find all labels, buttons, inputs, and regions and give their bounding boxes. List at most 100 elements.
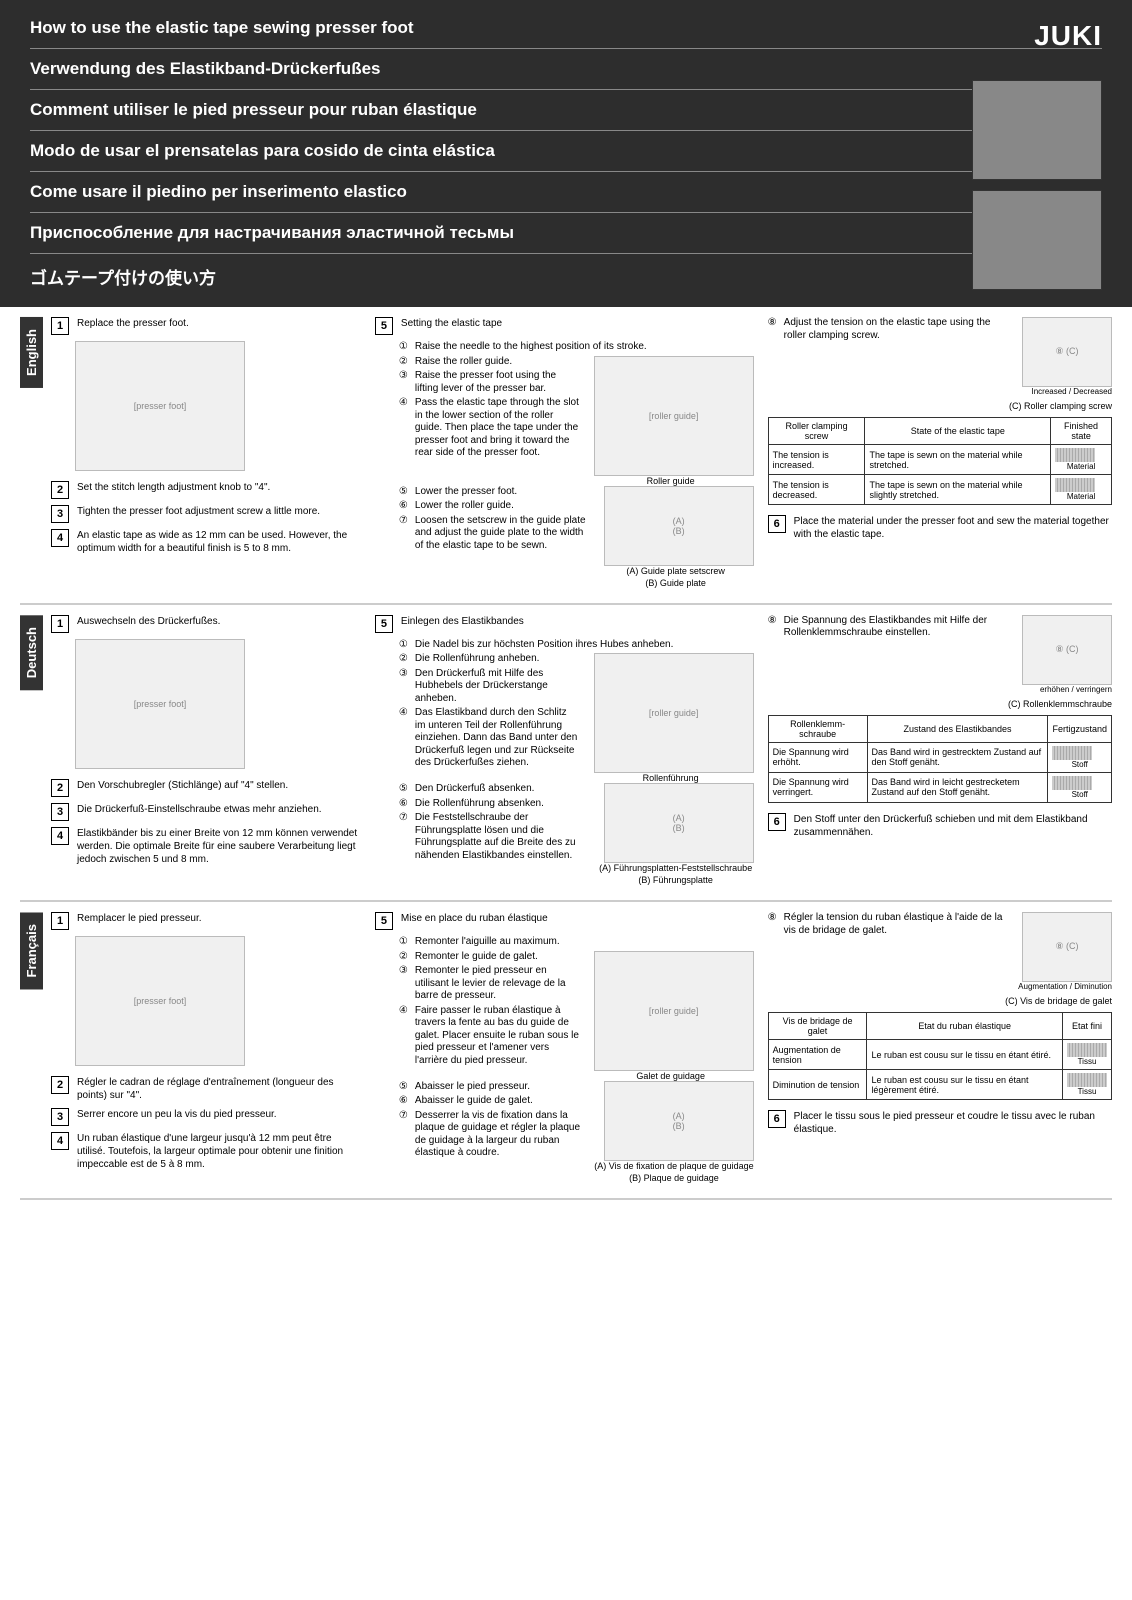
substep-text: Die Rollenführung anheben. <box>415 653 580 666</box>
presser-foot-diagram: [presser foot] <box>75 639 245 769</box>
title-es: Modo de usar el prensatelas para cosido … <box>30 131 1102 172</box>
roller-guide-diagram: [roller guide] <box>594 356 754 476</box>
caption-c: (C) Vis de bridage de galet <box>768 996 1112 1006</box>
title-it: Come usare il piedino per inserimento el… <box>30 172 1102 213</box>
lang-tab-de: Deutsch <box>20 615 43 690</box>
substep-text: Raise the roller guide. <box>415 356 580 369</box>
guide-plate-diagram: (A)(B) <box>604 1081 754 1161</box>
stepnum: 6 <box>768 515 786 533</box>
step5-title: Setting the elastic tape <box>401 317 754 330</box>
substep-num: ① <box>399 936 415 949</box>
stepnum: 4 <box>51 1132 69 1150</box>
title-ru: Приспособление для настрачивания эластич… <box>30 213 1102 254</box>
step2-text: Régler le cadran de réglage d'entraîneme… <box>77 1076 361 1102</box>
stepnum: 2 <box>51 779 69 797</box>
stepnum: 2 <box>51 481 69 499</box>
stepnum: 6 <box>768 1110 786 1128</box>
stepnum: 3 <box>51 505 69 523</box>
td: Stoff <box>1048 742 1112 772</box>
clamping-screw-diagram: ⑧ (C) <box>1022 615 1112 685</box>
tension-table: Roller clamping screwState of the elasti… <box>768 417 1112 505</box>
stepnum: 1 <box>51 615 69 633</box>
td: Material <box>1051 475 1112 505</box>
th2: Zustand des Elastikbandes <box>867 715 1048 742</box>
stepnum: 6 <box>768 813 786 831</box>
product-thumb-1 <box>972 80 1102 180</box>
td: Die Spannung wird erhöht. <box>768 742 867 772</box>
substep-text: Das Elastikband durch den Schlitz im unt… <box>415 707 580 770</box>
roller-guide-diagram: [roller guide] <box>594 951 754 1071</box>
step2-text: Den Vorschubregler (Stichlänge) auf "4" … <box>77 779 361 792</box>
stepnum: 4 <box>51 529 69 547</box>
clamping-screw-diagram: ⑧ (C) <box>1022 317 1112 387</box>
title-de: Verwendung des Elastikband-Drückerfußes <box>30 49 1102 90</box>
step1-text: Remplacer le pied presseur. <box>77 912 361 925</box>
th1: Vis de bridage de galet <box>768 1013 867 1040</box>
substep-text: Pass the elastic tape through the slot i… <box>415 397 580 460</box>
td: The tension is increased. <box>768 445 865 475</box>
step3-text: Tighten the presser foot adjustment scre… <box>77 505 361 518</box>
presser-foot-diagram: [presser foot] <box>75 341 245 471</box>
substep-text: Abaisser le guide de galet. <box>415 1095 586 1108</box>
th1: Rollenklemm-schraube <box>768 715 867 742</box>
substep-text: Desserrer la vis de fixation dans la pla… <box>415 1110 586 1160</box>
substep-num: ⑧ <box>768 912 784 925</box>
substep-text: Den Drückerfuß absenken. <box>415 783 590 796</box>
substep-text: Remonter l'aiguille au maximum. <box>415 936 754 949</box>
step6-text: Place the material under the presser foo… <box>794 515 1112 541</box>
section-de: Deutsch 1 Auswechseln des Drückerfußes. [… <box>20 615 1112 903</box>
product-thumb-2 <box>972 190 1102 290</box>
substep-text: Raise the needle to the highest position… <box>415 341 754 354</box>
brand-logo: JUKI <box>1034 20 1102 52</box>
th3: Fertigzustand <box>1048 715 1112 742</box>
presser-foot-diagram: [presser foot] <box>75 936 245 1066</box>
substep-text: Raise the presser foot using the lifting… <box>415 370 580 395</box>
stepnum: 1 <box>51 317 69 335</box>
roller-guide-diagram: [roller guide] <box>594 653 754 773</box>
caption-b: (B) Führungsplatte <box>598 875 754 885</box>
substep-text: Den Drückerfuß mit Hilfe des Hubhebels d… <box>415 668 580 706</box>
clamping-screw-diagram: ⑧ (C) <box>1022 912 1112 982</box>
stepnum: 5 <box>375 912 393 930</box>
caption-c: (C) Rollenklemmschraube <box>768 699 1112 709</box>
td: Das Band wird in gestrecktem Zustand auf… <box>867 742 1048 772</box>
step8-text: Régler la tension du ruban élastique à l… <box>784 912 1010 937</box>
guide-plate-diagram: (A)(B) <box>604 783 754 863</box>
substep-num: ① <box>399 639 415 652</box>
substep-text: Faire passer le ruban élastique à traver… <box>415 1005 580 1068</box>
stepnum: 3 <box>51 1108 69 1126</box>
td: Le ruban est cousu sur le tissu en étant… <box>867 1040 1063 1070</box>
title-ja: ゴムテープ付けの使い方 <box>30 254 1102 299</box>
td: Die Spannung wird verringert. <box>768 772 867 802</box>
th3: Finished state <box>1051 418 1112 445</box>
td: Stoff <box>1048 772 1112 802</box>
stepnum: 1 <box>51 912 69 930</box>
step3-text: Serrer encore un peu la vis du pied pres… <box>77 1108 361 1121</box>
substep-text: Remonter le pied presseur en utilisant l… <box>415 965 580 1003</box>
step8-text: Die Spannung des Elastikbandes mit Hilfe… <box>784 615 1010 640</box>
step1-text: Auswechseln des Drückerfußes. <box>77 615 361 628</box>
substep-text: Lower the roller guide. <box>415 500 590 513</box>
stepnum: 4 <box>51 827 69 845</box>
th1: Roller clamping screw <box>768 418 865 445</box>
step6-text: Den Stoff unter den Drückerfuß schieben … <box>794 813 1112 839</box>
td: Das Band wird in leicht gestrecketem Zus… <box>867 772 1048 802</box>
substep-num: ① <box>399 341 415 354</box>
td: Le ruban est cousu sur le tissu en étant… <box>867 1070 1063 1100</box>
substep-text: Abaisser le pied presseur. <box>415 1081 586 1094</box>
stepnum: 2 <box>51 1076 69 1094</box>
substep-num: ⑧ <box>768 317 784 330</box>
td: The tension is decreased. <box>768 475 865 505</box>
td: The tape is sewn on the material while s… <box>865 475 1051 505</box>
step1-text: Replace the presser foot. <box>77 317 361 330</box>
step4-text: Elastikbänder bis zu einer Breite von 12… <box>77 827 361 866</box>
substep-num: ⑧ <box>768 615 784 628</box>
step5-title: Mise en place du ruban élastique <box>401 912 754 925</box>
step5-title: Einlegen des Elastikbandes <box>401 615 754 628</box>
stepnum: 5 <box>375 615 393 633</box>
th3: Etat fini <box>1062 1013 1111 1040</box>
td: Material <box>1051 445 1112 475</box>
guide-plate-diagram: (A)(B) <box>604 486 754 566</box>
step8-text: Adjust the tension on the elastic tape u… <box>784 317 1010 342</box>
step3-text: Die Drückerfuß-Einstellschraube etwas me… <box>77 803 361 816</box>
